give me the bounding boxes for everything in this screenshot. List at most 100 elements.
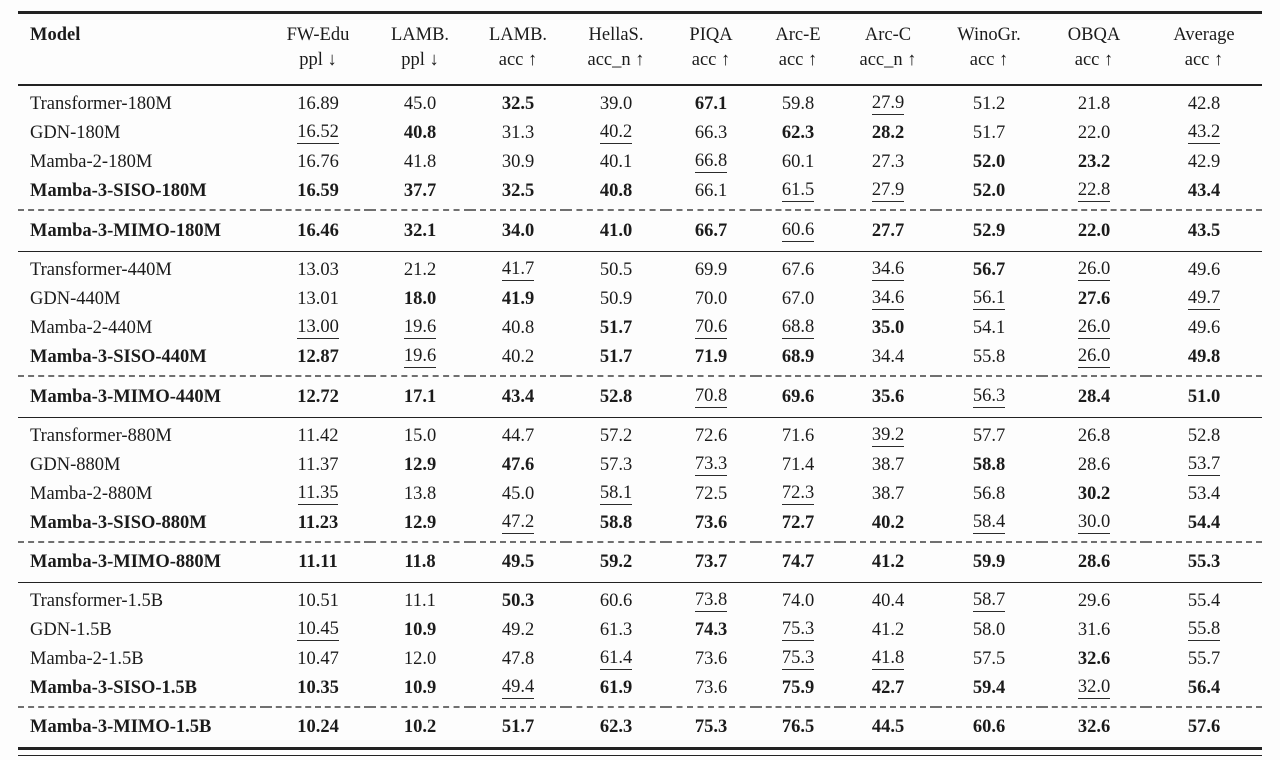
value-cell-fw-edu: 16.59 [266,177,370,211]
best-value: 72.7 [781,512,815,533]
value-cell-lamb-acc: 44.7 [470,418,566,451]
value: 52.8 [1187,425,1221,446]
best-value: 56.7 [972,259,1006,280]
value-cell-lamb-ppl: 32.1 [370,209,470,252]
best-value: 44.5 [871,717,905,737]
value-cell-arc-c: 27.3 [840,148,936,177]
second-best-value: 58.7 [972,590,1006,612]
value-cell-lamb-acc: 32.5 [470,177,566,211]
value-cell-arc-e: 69.6 [756,375,840,418]
best-value: 16.46 [297,220,339,241]
value-cell-hellas: 52.8 [566,375,666,418]
value-cell-hellas: 50.5 [566,252,666,285]
value: 15.0 [403,425,437,446]
best-value: 34.0 [501,220,535,241]
value-cell-arc-c: 27.7 [840,209,936,252]
benchmark-table-sheet: Model FW-Edu ppl ↓ LAMB. ppl ↓ LAMB. acc ↑ Hell… [18,11,1262,756]
value-cell-hellas: 40.2 [566,119,666,148]
value-cell-obqa: 26.8 [1042,418,1146,451]
value: 54.1 [972,317,1006,338]
value-cell-obqa: 28.6 [1042,451,1146,480]
value-cell-arc-e: 60.6 [756,209,840,252]
best-value: 66.7 [694,220,728,241]
value-cell-winogr: 58.4 [936,509,1042,543]
value-cell-winogr: 57.5 [936,645,1042,674]
best-value: 10.24 [297,717,339,737]
value: 42.8 [1187,93,1221,114]
best-value: 40.8 [403,122,437,143]
header-line2: acc ↑ [498,50,538,70]
value-cell-average: 43.4 [1146,177,1262,211]
column-header-piqa: PIQA acc ↑ [666,12,756,86]
second-best-value: 26.0 [1077,317,1111,339]
second-best-value: 61.4 [599,648,633,670]
value-cell-hellas: 60.6 [566,583,666,616]
table-row: GDN-1.5B 10.45 10.9 49.2 61.3 74.3 75.3 41.2 58.… [18,616,1262,645]
value-cell-piqa: 71.9 [666,343,756,377]
value-cell-piqa: 69.9 [666,252,756,285]
header-line1: Model [30,25,81,45]
second-best-value: 49.7 [1187,288,1221,310]
value-cell-piqa: 70.0 [666,285,756,314]
table-row: Mamba-3-SISO-180M 16.59 37.7 32.5 40.8 66.1 61… [18,177,1262,211]
model-cell: Mamba-3-SISO-440M [30,346,207,367]
best-value: 51.7 [599,317,633,338]
best-value: 11.11 [298,552,338,572]
value-cell-hellas: 57.3 [566,451,666,480]
best-value: 12.9 [403,512,437,533]
value-cell-piqa: 73.6 [666,645,756,674]
value-cell-winogr: 56.3 [936,375,1042,418]
value-cell-arc-c: 34.6 [840,252,936,285]
best-value: 27.6 [1077,288,1111,309]
value: 49.6 [1187,259,1221,280]
value-cell-arc-c: 42.7 [840,674,936,708]
header-line2: ppl ↓ [401,50,439,70]
value-cell-arc-e: 67.0 [756,285,840,314]
table-row-mimo: Mamba-3-MIMO-880M 11.11 11.8 49.5 59.2 73.7 74… [18,541,1262,583]
value-cell-average: 56.4 [1146,674,1262,708]
value: 45.0 [501,483,535,504]
best-value: 40.2 [871,512,905,533]
value: 57.2 [599,425,633,446]
best-value: 28.6 [1077,552,1111,572]
best-value: 37.7 [403,180,437,201]
value-cell-lamb-ppl: 17.1 [370,375,470,418]
best-value: 56.4 [1187,677,1221,698]
value-cell-fw-edu: 11.35 [266,480,370,509]
best-value: 73.6 [694,512,728,533]
value-cell-winogr: 58.7 [936,583,1042,616]
value: 59.8 [781,93,815,114]
value: 74.0 [781,590,815,611]
header-line2: ppl ↓ [299,50,337,70]
best-value: 10.2 [403,717,437,737]
value-cell-winogr: 58.0 [936,616,1042,645]
value-cell-obqa: 31.6 [1042,616,1146,645]
value-cell-winogr: 56.7 [936,252,1042,285]
best-value: 54.4 [1187,512,1221,533]
table-row: GDN-440M 13.01 18.0 41.9 50.9 70.0 67.0 34.6 56.… [18,285,1262,314]
best-value: 74.3 [694,619,728,640]
value: 49.2 [501,619,535,640]
value: 41.2 [871,619,905,640]
model-cell: GDN-180M [30,122,121,143]
value-cell-average: 54.4 [1146,509,1262,543]
value-cell-piqa: 70.8 [666,375,756,418]
header-line2: acc_n ↑ [587,50,645,70]
value: 40.1 [599,151,633,172]
value: 11.1 [404,590,436,611]
value-cell-winogr: 52.0 [936,177,1042,211]
value-cell-piqa: 66.1 [666,177,756,211]
value-cell-fw-edu: 13.01 [266,285,370,314]
second-best-value: 27.9 [871,180,905,202]
value: 66.3 [694,122,728,143]
value-cell-lamb-ppl: 19.6 [370,314,470,343]
second-best-value: 19.6 [403,346,437,368]
model-cell: Transformer-440M [30,259,172,280]
model-cell: Mamba-2-180M [30,151,153,172]
value-cell-hellas: 57.2 [566,418,666,451]
value-cell-lamb-acc: 45.0 [470,480,566,509]
second-best-value: 75.3 [781,648,815,670]
value: 67.6 [781,259,815,280]
value-cell-lamb-acc: 40.2 [470,343,566,377]
value-cell-winogr: 57.7 [936,418,1042,451]
